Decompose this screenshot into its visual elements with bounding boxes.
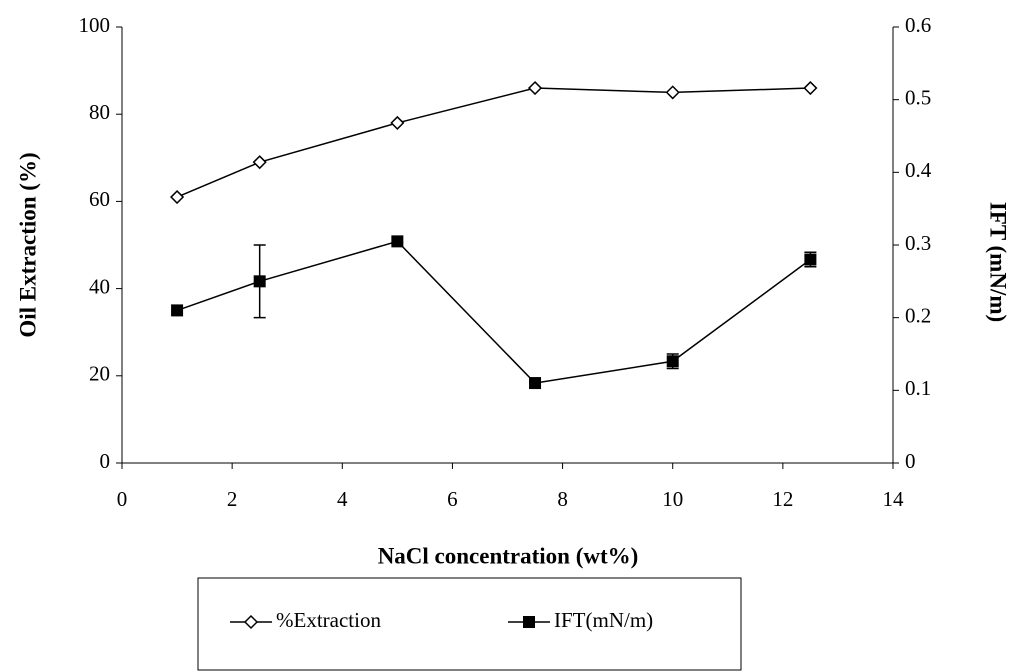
- x-tick-label: 14: [883, 487, 905, 511]
- y2-tick-label: 0.2: [905, 303, 931, 327]
- marker: [391, 235, 403, 247]
- y-tick-label: 40: [89, 274, 110, 298]
- x-tick-label: 2: [227, 487, 238, 511]
- y2-axis-title: IFT (mN/m): [986, 202, 1011, 322]
- page: NaCl concentration (wt%) Oil Extraction …: [0, 0, 1016, 671]
- background: [0, 0, 1016, 671]
- y-tick-label: 80: [89, 100, 110, 124]
- y2-tick-label: 0.1: [905, 376, 931, 400]
- marker: [667, 355, 679, 367]
- y2-tick-label: 0: [905, 449, 916, 473]
- x-tick-label: 12: [772, 487, 793, 511]
- y2-tick-label: 0.5: [905, 85, 931, 109]
- y-tick-label: 20: [89, 362, 110, 386]
- y2-tick-label: 0.6: [905, 13, 931, 37]
- y2-tick-label: 0.4: [905, 158, 932, 182]
- x-tick-label: 4: [337, 487, 348, 511]
- legend-label: IFT(mN/m): [554, 608, 653, 632]
- marker: [804, 254, 816, 266]
- x-tick-label: 10: [662, 487, 683, 511]
- y-tick-label: 100: [79, 13, 111, 37]
- legend-label: %Extraction: [276, 608, 381, 632]
- marker: [171, 304, 183, 316]
- y-axis-title: Oil Extraction (%): [15, 152, 40, 337]
- y-tick-label: 60: [89, 187, 110, 211]
- x-tick-label: 6: [447, 487, 458, 511]
- y2-tick-label: 0.3: [905, 231, 931, 255]
- y-tick-label: 0: [100, 449, 111, 473]
- marker: [254, 275, 266, 287]
- x-tick-label: 0: [117, 487, 128, 511]
- chart: NaCl concentration (wt%) Oil Extraction …: [0, 0, 1016, 671]
- legend-marker: [523, 616, 535, 628]
- x-axis-title: NaCl concentration (wt%): [378, 543, 639, 568]
- marker: [529, 377, 541, 389]
- x-tick-label: 8: [557, 487, 568, 511]
